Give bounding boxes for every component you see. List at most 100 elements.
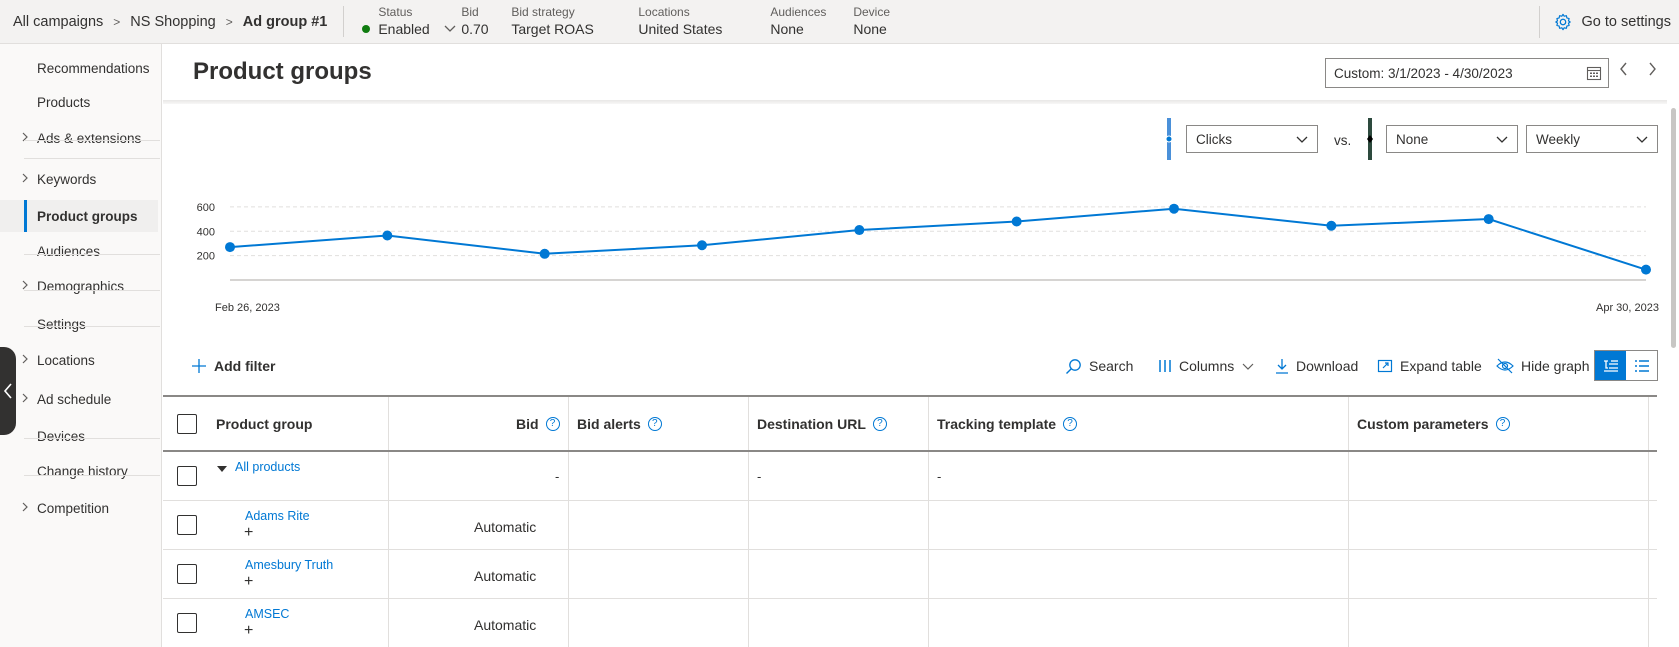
chevron-right-icon[interactable] — [22, 173, 29, 186]
status-value: Enabled — [378, 21, 430, 37]
sidebar-item-change-history[interactable]: Change history — [0, 455, 158, 487]
sidebar-item-demographics[interactable]: Demographics — [0, 270, 158, 302]
expand-table-button[interactable]: Expand table — [1377, 350, 1482, 382]
sidebar-item-product-groups[interactable]: Product groups — [0, 200, 158, 232]
add-filter-label: Add filter — [214, 358, 276, 374]
sidebar-item-products[interactable]: Products — [0, 86, 158, 118]
previous-period-icon[interactable] — [1619, 62, 1629, 76]
add-subdivision-icon[interactable]: + — [244, 573, 254, 590]
sidebar-item-settings[interactable]: Settings — [0, 308, 158, 340]
chevron-right-icon[interactable] — [22, 280, 29, 293]
header-destination-url[interactable]: Destination URL? — [757, 416, 887, 432]
header-bid-alerts[interactable]: Bid alerts? — [577, 416, 662, 432]
sidebar-item-locations[interactable]: Locations — [0, 344, 158, 376]
download-button[interactable]: Download — [1275, 350, 1358, 382]
sidebar-item-ad-schedule[interactable]: Ad schedule — [0, 383, 158, 415]
search-button[interactable]: Search — [1065, 350, 1133, 382]
add-subdivision-icon[interactable]: + — [244, 622, 254, 639]
product-group-link[interactable]: AMSEC — [245, 607, 290, 621]
primary-metric-dropdown[interactable]: Clicks — [1186, 125, 1318, 153]
sidebar-item-keywords[interactable]: Keywords — [0, 163, 158, 195]
sidebar-item-label: Settings — [37, 316, 86, 332]
breadcrumb-all-campaigns[interactable]: All campaigns — [13, 14, 104, 30]
column-divider — [928, 397, 929, 450]
device-value: None — [853, 21, 887, 37]
page-scrollbar[interactable] — [1671, 108, 1676, 348]
data-point[interactable] — [854, 225, 865, 236]
chevron-right-icon[interactable] — [22, 132, 29, 145]
header-product-group[interactable]: Product group — [216, 416, 312, 432]
help-icon[interactable]: ? — [1495, 417, 1510, 431]
collapse-caret-icon[interactable] — [217, 466, 227, 472]
go-to-settings-button[interactable]: Go to settings — [1538, 0, 1679, 44]
data-point[interactable] — [1326, 220, 1337, 231]
sidebar-item-competition[interactable]: Competition — [0, 492, 158, 524]
header-custom-parameters[interactable]: Custom parameters? — [1357, 416, 1510, 432]
granularity-dropdown[interactable]: Weekly — [1526, 125, 1658, 153]
status-summary[interactable]: Status Enabled — [362, 0, 461, 44]
bid-strategy-label: Bid strategy — [511, 5, 575, 19]
data-point[interactable] — [1641, 264, 1651, 275]
data-point[interactable] — [382, 230, 393, 241]
sidebar-item-label: Ad schedule — [37, 391, 112, 407]
secondary-metric-value: None — [1396, 131, 1429, 147]
product-group-link[interactable]: Adams Rite — [245, 509, 310, 523]
bid-value[interactable]: Automatic — [474, 617, 537, 633]
sidebar-item-ads-extensions[interactable]: Ads & extensions — [0, 122, 158, 154]
bid-label: Bid — [461, 5, 479, 19]
add-subdivision-icon[interactable]: + — [244, 524, 254, 541]
product-group-link[interactable]: All products — [235, 460, 301, 474]
nav-divider — [24, 290, 160, 291]
chevron-right-icon[interactable] — [22, 354, 29, 367]
vs-label: vs. — [1334, 133, 1352, 148]
data-point[interactable] — [697, 240, 707, 251]
sidebar-item-devices[interactable]: Devices — [0, 420, 158, 452]
bid-strategy-summary: Bid strategy Target ROAS — [511, 0, 638, 44]
bid-value: 0.70 — [461, 21, 489, 37]
next-period-icon[interactable] — [1647, 62, 1657, 76]
bid-value[interactable]: Automatic — [474, 519, 537, 535]
sidebar-item-recommendations[interactable]: Recommendations — [0, 52, 158, 84]
secondary-metric-dropdown[interactable]: None — [1386, 125, 1518, 153]
data-point[interactable] — [1169, 203, 1179, 214]
plus-icon — [192, 359, 206, 373]
breadcrumb-campaign[interactable]: NS Shopping — [130, 14, 216, 30]
grid-toolbar: Add filter Search Columns Download Expan… — [163, 350, 1667, 386]
locations-summary: Locations United States — [638, 0, 770, 44]
row-checkbox[interactable] — [177, 466, 197, 486]
help-icon[interactable]: ? — [545, 417, 560, 431]
hide-graph-button[interactable]: Hide graph — [1496, 350, 1590, 382]
column-divider — [1348, 397, 1349, 450]
breadcrumb-separator-icon: > — [225, 15, 233, 29]
help-icon[interactable]: ? — [647, 417, 662, 431]
sidebar-item-audiences[interactable]: Audiences — [0, 235, 158, 267]
data-point[interactable] — [539, 248, 550, 259]
date-range-picker[interactable]: Custom: 3/1/2023 - 4/30/2023 — [1325, 58, 1609, 88]
view-toggle — [1594, 350, 1658, 381]
header-bid[interactable]: Bid? — [516, 416, 560, 432]
help-icon[interactable]: ? — [872, 417, 887, 431]
data-point[interactable] — [1011, 216, 1022, 227]
data-point[interactable] — [225, 242, 235, 253]
nav-divider — [24, 438, 160, 439]
sidebar-item-label: Keywords — [37, 171, 97, 187]
product-group-link[interactable]: Amesbury Truth — [245, 558, 334, 572]
tree-view-button[interactable] — [1595, 351, 1626, 380]
add-filter-button[interactable]: Add filter — [191, 350, 275, 382]
row-checkbox[interactable] — [177, 613, 197, 633]
collapse-sidebar-button[interactable] — [0, 347, 16, 435]
help-icon[interactable]: ? — [1063, 417, 1078, 431]
columns-button[interactable]: Columns — [1158, 350, 1255, 382]
header-destination-url-label: Destination URL — [757, 416, 866, 432]
bid-value[interactable]: Automatic — [474, 568, 537, 584]
row-checkbox[interactable] — [177, 515, 197, 535]
select-all-checkbox[interactable] — [177, 414, 197, 434]
header-tracking-template[interactable]: Tracking template? — [937, 416, 1078, 432]
chevron-right-icon[interactable] — [22, 393, 29, 406]
data-point[interactable] — [1483, 214, 1494, 225]
row-checkbox[interactable] — [177, 564, 197, 584]
list-view-button[interactable] — [1626, 351, 1657, 380]
hide-graph-label: Hide graph — [1521, 358, 1590, 374]
table-row: AMSEC + Automatic — [163, 599, 1657, 647]
chevron-right-icon[interactable] — [22, 502, 29, 515]
